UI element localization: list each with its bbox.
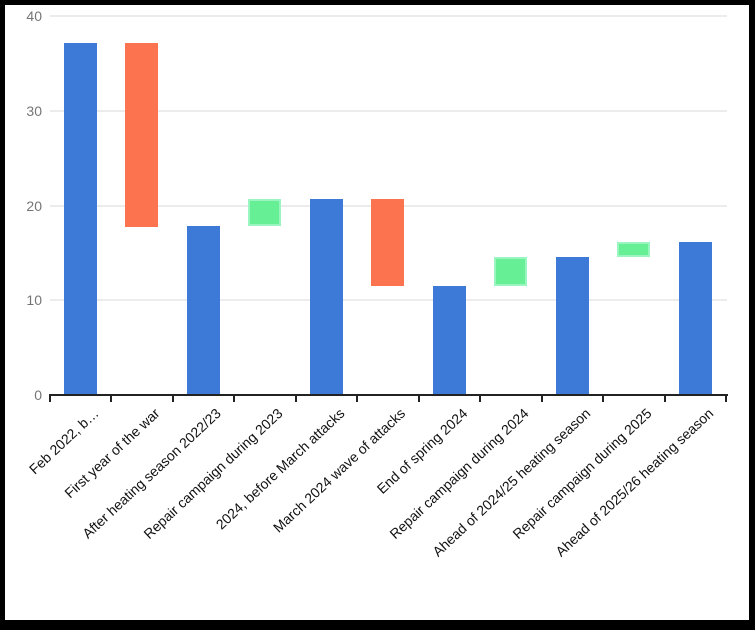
x-axis-tick-9 [602,395,604,402]
bar-5-decrease[interactable] [371,198,405,287]
y-axis-label-30: 30 [26,102,42,119]
bar-8-level[interactable] [555,256,589,395]
y-axis-label-20: 20 [26,197,42,214]
x-axis-tick-3 [233,395,235,402]
bar-0-level[interactable] [63,42,97,395]
y-axis-label-40: 40 [26,8,42,24]
x-axis-tick-0 [48,395,51,402]
gridline-40 [49,15,727,17]
x-axis-tick-7 [479,395,481,402]
y-axis-label-0: 0 [34,387,42,403]
bar-4-level[interactable] [309,198,343,395]
bar-1-decrease[interactable] [125,42,159,228]
x-axis-tick-2 [171,395,174,402]
bar-9-increase[interactable] [617,241,651,257]
bar-7-increase[interactable] [494,256,528,287]
bar-6-level[interactable] [432,286,466,395]
x-axis-tick-6 [417,395,420,402]
x-axis-tick-8 [540,395,543,402]
gridline-30 [49,109,727,112]
x-axis-tick-4 [294,395,297,402]
y-axis-label-10: 10 [26,292,42,309]
bar-2-level[interactable] [186,226,220,395]
bar-10-level[interactable] [678,241,712,395]
bar-3-increase[interactable] [248,198,282,227]
gridline-10 [49,299,727,302]
x-axis-tick-5 [356,395,358,402]
x-axis-line [48,394,728,396]
x-axis-tick-11 [725,395,727,402]
x-axis-tick-1 [110,395,112,402]
x-axis-tick-10 [663,395,666,402]
